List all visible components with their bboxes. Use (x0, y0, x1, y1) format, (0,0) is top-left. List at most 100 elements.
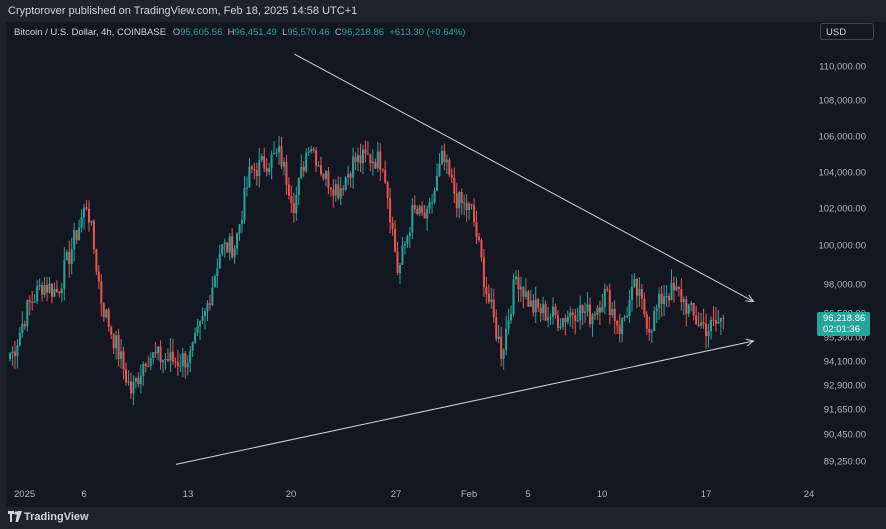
candle-body (305, 152, 308, 172)
candle-body (433, 190, 436, 203)
candle-body (389, 198, 392, 223)
candle-body (181, 353, 184, 367)
chart-area[interactable] (6, 22, 886, 507)
candle-body (53, 288, 56, 297)
candle-body (120, 351, 123, 360)
candle-body (115, 335, 118, 349)
candle-body (50, 283, 53, 297)
y-tick-label: 98,000.00 (824, 280, 866, 291)
candle-body (621, 317, 624, 335)
trendline-ascending[interactable] (175, 340, 754, 465)
candle-body (253, 168, 256, 170)
candle-body (90, 220, 93, 223)
candle-body (537, 299, 540, 308)
y-tick-label: 94,100.00 (824, 357, 866, 368)
currency-selector[interactable]: USD (820, 23, 874, 40)
candle-body (18, 333, 21, 346)
x-tick-label: 2025 (14, 489, 35, 500)
candle-body (352, 156, 355, 178)
candle-body (171, 351, 174, 362)
candle-body (473, 205, 476, 223)
candle-body (638, 289, 641, 296)
y-tick-label: 102,000.00 (818, 204, 866, 215)
y-tick-label: 110,000.00 (819, 62, 866, 73)
candle-body (603, 289, 606, 307)
candle-body (201, 315, 204, 321)
candle-body (295, 195, 298, 214)
candle-body (547, 317, 550, 321)
candle-body (213, 275, 216, 288)
candle-body (174, 361, 177, 363)
candle-body (310, 149, 313, 152)
candle-body (144, 363, 147, 367)
candle-body (134, 378, 137, 382)
close-label: C (334, 27, 342, 38)
instrument-name: Bitcoin / U.S. Dollar, 4h, COINBASE (14, 27, 167, 38)
candle-body (342, 188, 345, 190)
candle-body (16, 345, 19, 357)
candle-body (125, 369, 128, 383)
candle-body (416, 209, 419, 214)
candle-body (514, 276, 517, 280)
candle-body (359, 154, 362, 164)
candle-body (332, 189, 335, 196)
candle-body (166, 358, 169, 361)
candle-body (11, 351, 14, 354)
y-tick-label: 100,000.00 (818, 241, 866, 252)
candle-body (717, 321, 720, 324)
candle-body (102, 303, 105, 318)
candle-body (92, 220, 95, 250)
candle-body (421, 206, 424, 213)
candle-body (618, 325, 621, 335)
candle-body (490, 299, 493, 303)
candle-body (63, 260, 66, 289)
candle-body (660, 293, 663, 304)
candle-body (371, 161, 374, 164)
candle-body (218, 253, 221, 269)
brand-name[interactable]: TradingView (24, 511, 89, 523)
low-value: 95,570.46 (287, 27, 330, 38)
candle-body (680, 288, 683, 303)
candle-body (534, 299, 537, 313)
high-value: 96,451.49 (234, 27, 277, 38)
candle-body (315, 150, 318, 166)
candle-body (448, 159, 451, 175)
candle-body (569, 312, 572, 317)
y-tick-label: 106,000.00 (818, 132, 866, 143)
candle-body (226, 242, 229, 253)
candle-body (475, 222, 478, 237)
trendline-descending[interactable] (294, 53, 754, 302)
candle-body (236, 233, 239, 249)
candle-body (263, 156, 266, 169)
close-value: 96,218.86 (341, 27, 385, 38)
candle-body (544, 304, 547, 321)
candle-body (477, 236, 480, 241)
candle-body (376, 151, 379, 169)
candle-body (154, 352, 157, 354)
candle-body (280, 146, 283, 167)
y-tick-label: 95,300.00 (824, 333, 866, 344)
candle-body (46, 285, 49, 293)
candle-body (677, 286, 680, 289)
candle-body (601, 306, 604, 313)
candle-body (584, 311, 587, 313)
candle-body (265, 168, 268, 173)
candle-body (107, 309, 110, 327)
candle-body (60, 288, 63, 294)
candle-body (391, 222, 394, 229)
candles-layer (9, 135, 725, 405)
y-tick-label: 89,250.00 (824, 457, 866, 468)
candle-body (329, 187, 332, 190)
candle-body (324, 171, 327, 179)
candle-body (80, 217, 83, 228)
trendline-arrowhead (745, 294, 755, 302)
candle-body (566, 316, 569, 323)
candle-body (361, 149, 364, 164)
candle-body (418, 206, 421, 214)
candle-body (317, 165, 320, 167)
candle-body (628, 299, 631, 316)
candle-body (300, 166, 303, 178)
tradingview-logo-icon[interactable] (8, 511, 22, 522)
candle-body (97, 271, 100, 282)
